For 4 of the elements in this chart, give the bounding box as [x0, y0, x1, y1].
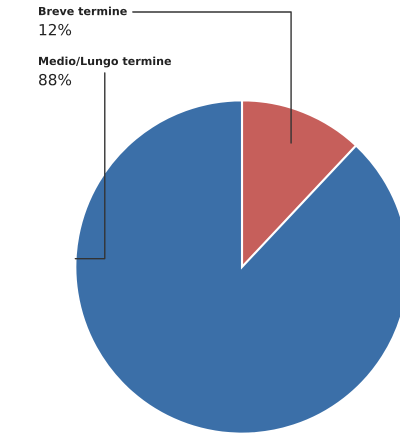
slice-label: Breve termine — [39, 6, 127, 16]
data-label: 12% — [40, 24, 72, 36]
slice-label: Medio/Lungo termine — [39, 56, 172, 68]
data-label: 88% — [39, 74, 72, 86]
